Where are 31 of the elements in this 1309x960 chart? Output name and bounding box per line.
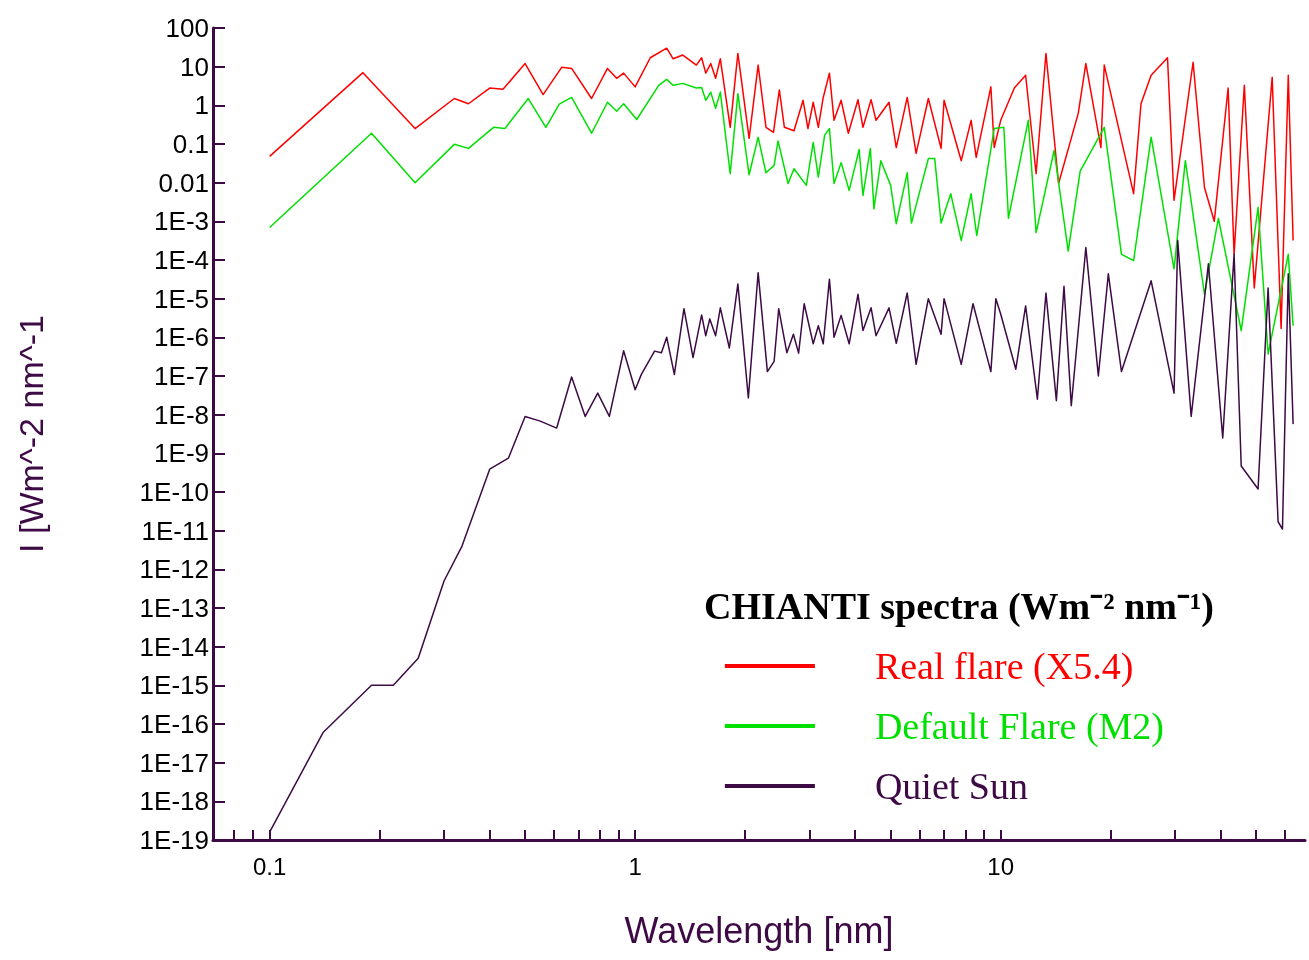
y-tick-label: 1E-12: [139, 554, 209, 585]
y-tick-label: 0.01: [158, 167, 209, 198]
y-tick-label: 1E-14: [139, 631, 209, 662]
legend-label: Real flare (X5.4): [874, 645, 1134, 688]
x-tick-label: 1: [628, 852, 642, 880]
legend-title: CHIANTI spectra (Wm⁻² nm⁻¹): [703, 585, 1215, 628]
y-tick-label: 1E-19: [139, 825, 209, 855]
x-tick-label: 0.1: [252, 852, 287, 880]
y-tick-label: 1E-3: [154, 206, 209, 237]
y-tick-label: 1E-16: [139, 709, 209, 739]
y-tick-label: 1E-8: [154, 399, 209, 430]
y-tick-label: 1: [194, 90, 209, 121]
y-tick-label: 0.1: [172, 129, 209, 159]
y-tick-label: 1E-5: [154, 283, 209, 314]
y-tick-label: 1E-4: [154, 245, 209, 275]
y-tick-label: 1E-6: [154, 322, 209, 353]
y-tick-label: 100: [165, 13, 209, 43]
y-tick-label: 1E-10: [139, 477, 209, 507]
y-tick-label: 1E-17: [139, 747, 209, 778]
x-tick-label: 10: [987, 852, 1015, 880]
y-tick-label: 1E-13: [139, 593, 209, 623]
legend-label: Quiet Sun: [874, 765, 1028, 807]
legend-label: Default Flare (M2): [874, 705, 1165, 748]
y-tick-label: 1E-15: [139, 670, 209, 701]
y-tick-label: 1E-11: [141, 515, 209, 546]
y-axis-title: I [Wm^-2 nm^-1: [12, 315, 50, 553]
y-tick-label: 10: [180, 51, 209, 82]
x-axis-title: Wavelength [nm]: [624, 909, 894, 951]
y-tick-label: 1E-7: [154, 361, 209, 391]
y-tick-label: 1E-9: [154, 438, 209, 469]
y-tick-label: 1E-18: [139, 786, 209, 817]
